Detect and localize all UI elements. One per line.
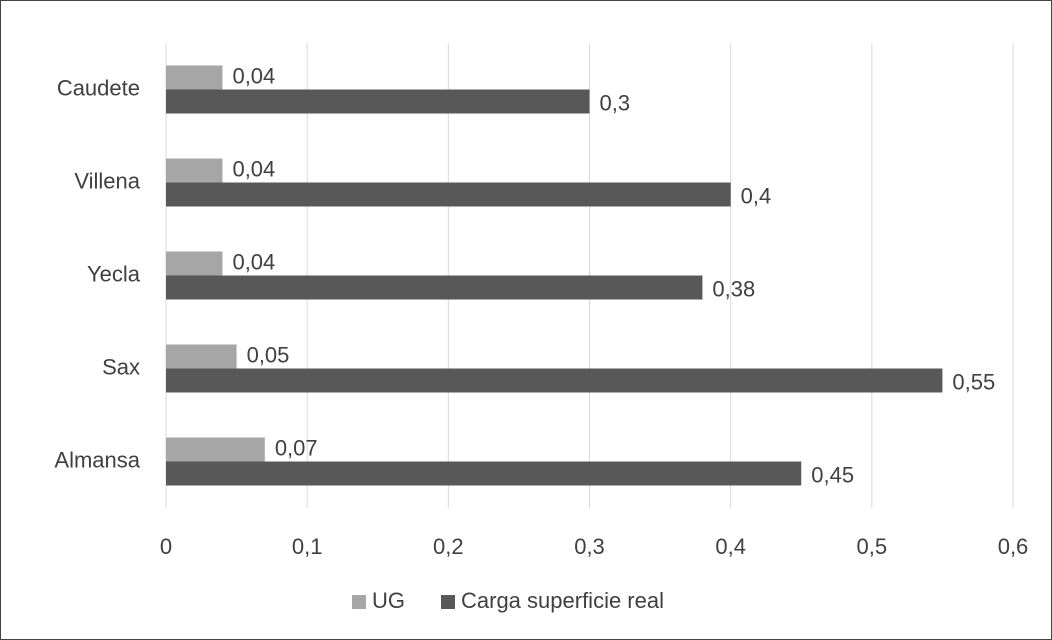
bar: [166, 275, 703, 300]
legend-label: UG: [372, 588, 405, 613]
y-tick-label: Villena: [74, 168, 140, 193]
data-label: 0,04: [232, 249, 275, 274]
y-tick-label: Almansa: [54, 447, 140, 472]
x-tick-label: 0,1: [292, 534, 323, 559]
data-label: 0,55: [952, 369, 995, 394]
data-label: 0,4: [741, 183, 772, 208]
legend-swatch: [352, 595, 366, 609]
bar: [166, 461, 802, 486]
y-tick-label: Caudete: [57, 75, 140, 100]
x-tick-label: 0,4: [715, 534, 746, 559]
legend-swatch: [441, 595, 455, 609]
x-tick-label: 0,6: [998, 534, 1029, 559]
legend-label: Carga superficie real: [461, 588, 664, 613]
data-label: 0,3: [600, 90, 631, 115]
y-tick-label: Yecla: [87, 261, 141, 286]
bar: [166, 368, 943, 393]
bar: [166, 344, 237, 369]
data-label: 0,07: [275, 435, 318, 460]
bar: [166, 182, 731, 207]
data-label: 0,04: [232, 63, 275, 88]
y-tick-label: Sax: [102, 354, 140, 379]
data-label: 0,04: [232, 156, 275, 181]
data-label: 0,05: [247, 342, 290, 367]
bar: [166, 158, 223, 183]
bar: [166, 437, 265, 462]
data-label: 0,38: [712, 276, 755, 301]
bar: [166, 89, 590, 114]
x-tick-label: 0,2: [433, 534, 464, 559]
x-tick-label: 0,3: [574, 534, 605, 559]
x-tick-label: 0,5: [857, 534, 888, 559]
x-tick-label: 0: [160, 534, 172, 559]
data-label: 0,45: [811, 462, 854, 487]
bar: [166, 65, 223, 90]
bar: [166, 251, 223, 276]
